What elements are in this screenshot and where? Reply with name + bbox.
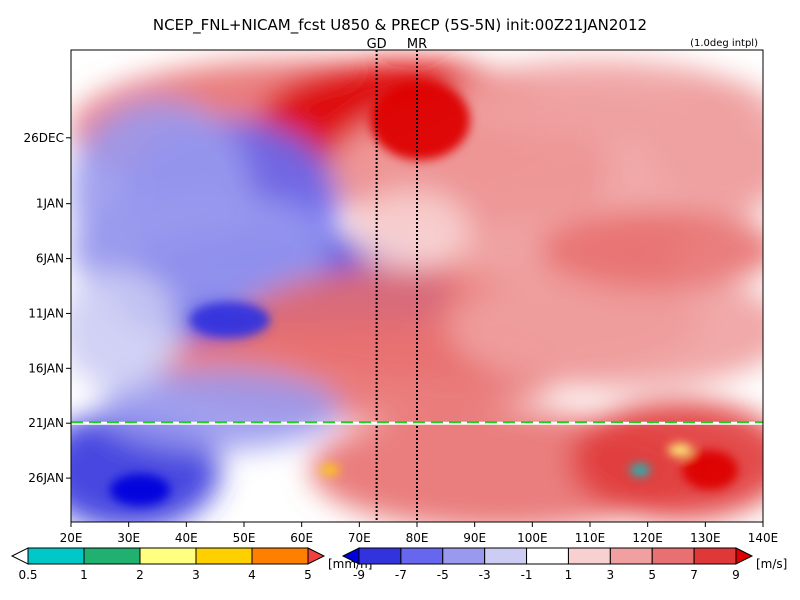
x-tick-label: 40E [175, 531, 198, 545]
wind-colorbar: -9 -7 -5 -3 -1 1 3 5 7 9 [m/s] [341, 547, 787, 582]
x-tick-label: 80E [406, 531, 429, 545]
precip-level: 0.5 [18, 568, 37, 582]
y-tick-label: 21JAN [28, 416, 64, 430]
precip-shading [668, 444, 692, 456]
x-tick-label: 50E [233, 531, 256, 545]
wind-swatch [358, 547, 402, 565]
x-tick-label: 100E [517, 531, 548, 545]
precip-level: 1 [80, 568, 88, 582]
y-tick-label: 16JAN [28, 361, 64, 375]
y-tick-label: 1JAN [36, 197, 64, 211]
precip-swatch [27, 547, 85, 565]
wind-level: -5 [437, 568, 449, 582]
wind-swatch [693, 547, 737, 565]
x-tick-label: 70E [348, 531, 371, 545]
precip-shading [630, 464, 650, 476]
precip-level: 4 [248, 568, 256, 582]
precip-swatch [251, 547, 309, 565]
wind-level: 9 [732, 568, 740, 582]
y-tick-label: 11JAN [28, 306, 64, 320]
x-tick-label: 30E [117, 531, 140, 545]
precip-shading [110, 474, 170, 506]
wind-swatch [609, 547, 653, 565]
y-tick-label: 26JAN [28, 471, 64, 485]
precip-level: 5 [304, 568, 312, 582]
x-tick-label: 90E [463, 531, 486, 545]
precip-level: 3 [192, 568, 200, 582]
wind-level: -1 [521, 568, 533, 582]
wind-unit: [m/s] [756, 557, 787, 571]
wind-level: 1 [565, 568, 573, 582]
wind-level: -9 [353, 568, 365, 582]
wind-shading [350, 190, 470, 270]
marker-label-gd: GD [367, 37, 387, 52]
wind-level: 5 [648, 568, 656, 582]
x-tick-label: 140E [748, 531, 779, 545]
precip-shading [370, 80, 470, 160]
x-tick-label: 110E [575, 531, 606, 545]
wind-swatch [400, 547, 444, 565]
precip-shading [320, 465, 340, 475]
wind-level: -3 [479, 568, 491, 582]
chart-note: (1.0deg intpl) [690, 38, 758, 49]
wind-swatch [484, 547, 528, 565]
y-axis: 26DEC 1JAN 6JAN 11JAN 16JAN 21JAN 26JAN [24, 131, 71, 485]
wind-shading [450, 270, 763, 390]
precip-level: 2 [136, 568, 144, 582]
precip-swatch [10, 547, 29, 565]
wind-shading [650, 80, 763, 200]
wind-swatch [442, 547, 486, 565]
wind-shading [540, 210, 763, 290]
precip-swatch [195, 547, 253, 565]
wind-level: 7 [690, 568, 698, 582]
x-tick-label: 120E [632, 531, 663, 545]
wind-level: 3 [607, 568, 615, 582]
x-tick-label: 130E [690, 531, 721, 545]
wind-swatch [526, 547, 569, 565]
x-tick-label: 60E [290, 531, 313, 545]
wind-shading [570, 400, 763, 520]
precip-swatch [139, 547, 197, 565]
precip-swatch [83, 547, 141, 565]
wind-shading [71, 270, 180, 390]
x-tick-label: 20E [60, 531, 83, 545]
wind-swatch [567, 547, 611, 565]
chart-title: NCEP_FNL+NICAM_fcst U850 & PRECP (5S-5N)… [153, 16, 647, 35]
plot-area [71, 50, 763, 522]
y-tick-label: 26DEC [24, 131, 64, 145]
wind-level: -7 [395, 568, 407, 582]
wind-shading [100, 370, 340, 450]
precip-colorbar: 0.5 1 2 3 4 5[mm/h] [10, 547, 372, 582]
x-axis: 20E 30E 40E 50E 60E 70E 80E 90E 100E 110E 120E 130E… [60, 522, 779, 545]
y-tick-label: 6JAN [36, 252, 64, 266]
wind-swatch [651, 547, 695, 565]
precip-shading [682, 450, 738, 490]
precip-swatch [307, 547, 326, 565]
precip-shading [190, 302, 270, 338]
wind-swatch [735, 547, 754, 565]
marker-label-mr: MR [407, 37, 427, 52]
